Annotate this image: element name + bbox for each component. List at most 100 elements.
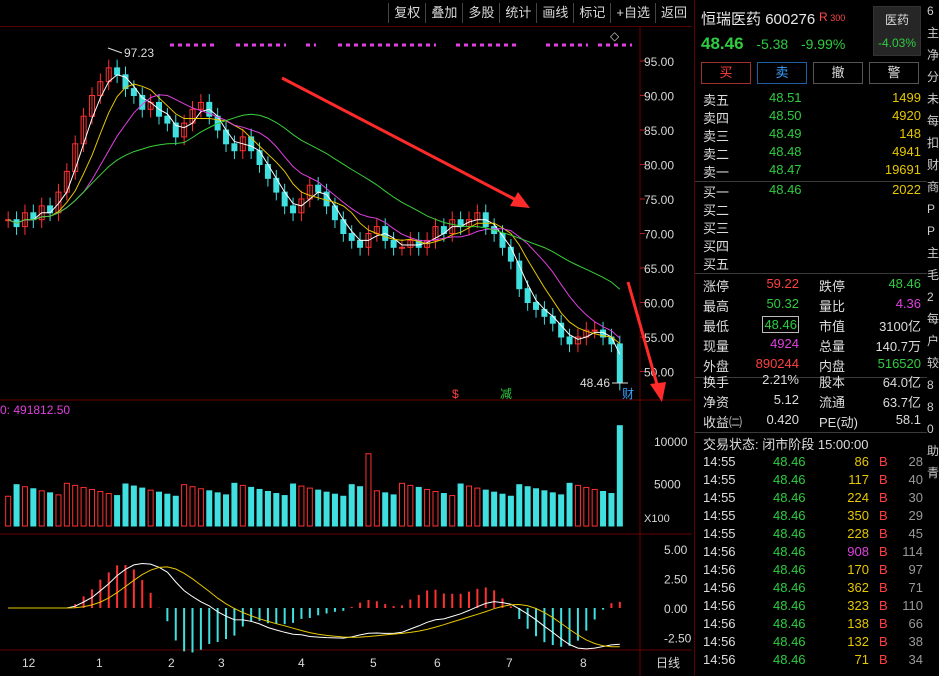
tick-side: B xyxy=(879,508,888,523)
candle-body xyxy=(524,288,531,304)
last-price-label: 48.46 xyxy=(580,376,610,390)
toolbar-button-overlay[interactable]: 叠加 xyxy=(425,3,462,23)
cancel-button[interactable]: 撤 xyxy=(813,62,863,84)
tick-row: 14:55 48.46 224 B 30 xyxy=(695,490,927,508)
divider xyxy=(695,377,927,378)
candle-body xyxy=(348,233,355,241)
volume-bar xyxy=(616,425,623,527)
price-tick-label: 70.00 xyxy=(644,228,674,242)
toolbar-button-multi[interactable]: 多股 xyxy=(462,3,499,23)
current-price: 48.46 xyxy=(701,34,744,53)
badge-number: 300 xyxy=(830,13,846,23)
edge-label: P xyxy=(927,202,936,216)
kline-chart[interactable]: 95.0090.0085.0080.0075.0070.0065.0060.00… xyxy=(0,26,692,676)
volume-bar xyxy=(156,491,162,527)
tick-count: 28 xyxy=(908,454,923,469)
toolbar-button-back[interactable]: 返回 xyxy=(654,3,692,23)
sell-button[interactable]: 卖 xyxy=(757,62,807,84)
bid-label: 买二 xyxy=(703,203,730,218)
edge-label: 0 xyxy=(927,422,934,436)
tick-count: 66 xyxy=(908,616,923,631)
toolbar-button-fuquan[interactable]: 复权 xyxy=(388,3,425,23)
bid-label: 买三 xyxy=(703,221,730,236)
macd-tick-label: -2.50 xyxy=(664,632,692,646)
buy-button[interactable]: 买 xyxy=(701,62,751,84)
tick-count: 38 xyxy=(908,634,923,649)
price-change: -5.38 xyxy=(756,36,789,52)
moving-average-line xyxy=(8,83,621,344)
stat-key: 跌停 xyxy=(819,279,846,294)
stat-key: 市值 xyxy=(819,319,846,334)
tick-side: B xyxy=(879,580,888,595)
tick-time: 14:56 xyxy=(703,634,736,649)
bid-price: 48.46 xyxy=(769,182,802,197)
bid-label: 买四 xyxy=(703,239,730,254)
tick-row: 14:56 48.46 170 B 97 xyxy=(695,562,927,580)
volume-bar xyxy=(533,488,540,527)
volume-bar xyxy=(21,486,28,527)
tick-time: 14:55 xyxy=(703,472,736,487)
volume-bar xyxy=(348,484,355,527)
x-axis-label: 7 xyxy=(506,656,513,670)
edge-label: 每 xyxy=(927,114,939,128)
stat-key: 最高 xyxy=(703,299,730,314)
x-axis-label: 12 xyxy=(22,656,36,670)
tick-price: 48.46 xyxy=(773,544,806,559)
tick-row: 14:55 48.46 228 B 45 xyxy=(695,526,927,544)
moving-average-line xyxy=(8,113,621,290)
alert-button[interactable]: 警 xyxy=(869,62,919,84)
tick-price: 48.46 xyxy=(773,652,806,667)
ask-row: 卖二 48.48 4941 xyxy=(695,144,927,162)
volume-bar xyxy=(390,494,397,527)
volume-bar xyxy=(122,483,129,527)
volume-bar xyxy=(340,495,347,527)
tick-row: 14:55 48.46 117 B 40 xyxy=(695,472,927,490)
volume-bar xyxy=(466,485,472,527)
stat-key: 净资 xyxy=(703,395,730,410)
candle-body xyxy=(507,246,514,262)
tick-count: 71 xyxy=(908,580,923,595)
bid-row: 买四 xyxy=(695,236,927,254)
volume-bar xyxy=(105,493,112,527)
candle-body xyxy=(231,143,238,152)
price-tick-label: 65.00 xyxy=(644,262,674,276)
tick-time: 14:55 xyxy=(703,508,736,523)
bid-label: 买五 xyxy=(703,257,730,272)
tick-count: 97 xyxy=(908,562,923,577)
event-marker: 财 xyxy=(622,387,634,401)
toolbar-button-draw[interactable]: 画线 xyxy=(536,3,573,23)
moving-average-line xyxy=(8,74,621,355)
stat-row: 最低 48.46 市值 3100亿 xyxy=(695,316,927,336)
volume-bar xyxy=(13,484,20,527)
stat-value: 59.22 xyxy=(766,276,799,291)
period-label: 日线 xyxy=(656,656,680,670)
kline-chart-area[interactable]: 95.00 90.00 85.00 80.00 75.00 70.00 65.00 60.00… xyxy=(0,26,692,676)
volume-bar xyxy=(290,483,297,527)
sector-box[interactable]: 医药 -4.03% xyxy=(873,6,921,56)
tick-count: 110 xyxy=(902,598,923,613)
candle-body xyxy=(47,205,54,214)
tick-price: 48.46 xyxy=(773,580,806,595)
tick-side: B xyxy=(879,598,888,613)
bid-book: 买一 48.46 2022 买二 买三 买四 买五 xyxy=(695,182,927,272)
volume-bar xyxy=(365,453,372,527)
volume-bar xyxy=(214,492,221,527)
toolbar-button-stats[interactable]: 统计 xyxy=(499,3,536,23)
stat-value: 2.21% xyxy=(762,372,799,387)
volume-bar xyxy=(55,494,62,527)
volume-bar xyxy=(181,484,188,527)
volume-bar xyxy=(298,485,305,527)
bid-volume: 2022 xyxy=(892,182,921,197)
candle-body xyxy=(197,101,204,110)
tick-row: 14:56 48.46 132 B 38 xyxy=(695,634,927,652)
toolbar-button-mark[interactable]: 标记 xyxy=(573,3,610,23)
edge-label: 主 xyxy=(927,26,939,40)
stat-value: 5.12 xyxy=(773,392,799,407)
stats-block-1: 涨停 59.22 跌停 48.46 最高 50.32 量比 4.36 最低 48.46 市值 31… xyxy=(695,276,927,376)
stat-row: 涨停 59.22 跌停 48.46 xyxy=(695,276,927,296)
toolbar-button-watchlist[interactable]: +自选 xyxy=(610,3,655,23)
tick-list[interactable]: 14:55 48.46 86 B 28 14:55 48.46 117 B 40 14:55 48… xyxy=(695,454,927,670)
tick-time: 14:56 xyxy=(703,598,736,613)
ask-row: 卖一 48.47 19691 xyxy=(695,162,927,180)
tick-time: 14:56 xyxy=(703,616,736,631)
